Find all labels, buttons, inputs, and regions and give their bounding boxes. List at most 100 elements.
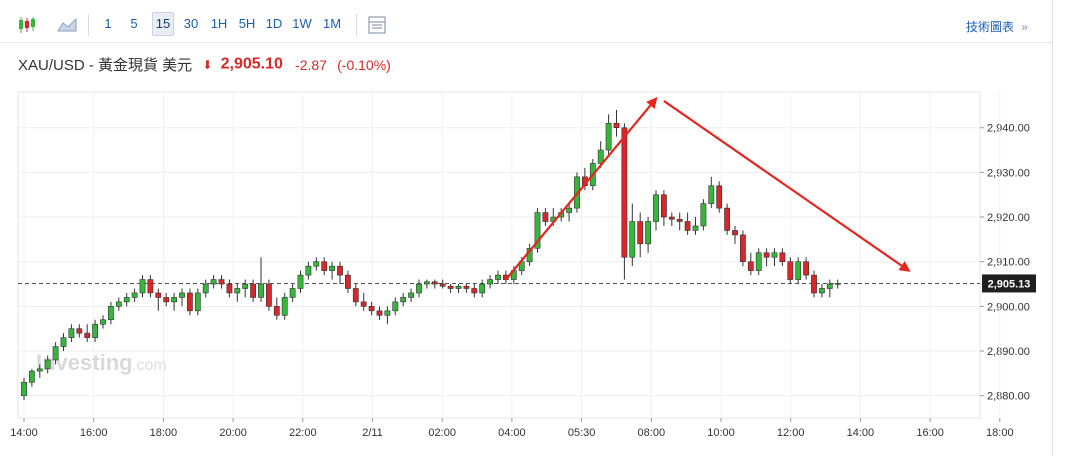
candle[interactable] [115,301,122,307]
candle[interactable] [439,283,446,287]
candle[interactable] [645,221,651,245]
candle[interactable] [384,310,391,316]
candle[interactable] [305,265,312,276]
candle[interactable] [700,203,707,227]
candle[interactable] [613,122,620,129]
interval-1d[interactable]: 1D [265,16,283,31]
candle[interactable] [92,323,98,338]
candle[interactable] [368,306,375,312]
candle[interactable] [408,292,414,298]
price-chart[interactable]: 2,880.00 2,890.00 2,900.00 2,910.00 2,920.00… [0,84,1052,456]
candle[interactable] [100,319,106,325]
candle[interactable] [281,297,288,316]
candle[interactable] [265,283,272,307]
candle[interactable] [329,265,335,271]
candle[interactable] [321,261,328,271]
candle[interactable] [179,292,185,298]
candle[interactable] [732,230,738,236]
candle[interactable] [684,221,691,231]
candle[interactable] [447,285,454,289]
candle[interactable] [431,281,438,285]
candle[interactable] [258,283,264,298]
candle[interactable] [147,279,154,294]
interval-1h[interactable]: 1H [210,16,228,31]
candle[interactable] [463,285,470,289]
candle[interactable] [155,292,162,298]
candle[interactable] [344,274,351,289]
candle[interactable] [202,283,209,294]
candle[interactable] [21,381,27,396]
candle[interactable] [763,252,770,258]
candle[interactable] [487,279,493,285]
candle[interactable] [716,185,723,209]
candle[interactable] [826,283,833,289]
candle[interactable] [605,122,612,151]
candle[interactable] [668,216,675,220]
candle[interactable] [52,346,59,361]
candle[interactable] [755,252,762,271]
candle[interactable] [131,292,138,298]
candle[interactable] [566,207,572,213]
candle[interactable] [787,261,794,280]
interval-5[interactable]: 5 [130,16,138,31]
candle[interactable] [226,283,233,294]
candle[interactable] [250,283,256,298]
candle[interactable] [542,212,549,222]
candle[interactable] [297,274,304,289]
candle[interactable] [68,328,75,338]
candle[interactable] [400,297,407,303]
candle[interactable] [747,261,754,271]
interval-1[interactable]: 1 [104,16,112,31]
candle[interactable] [84,332,91,338]
candle[interactable] [108,306,114,321]
interval-30[interactable]: 30 [183,16,199,31]
candle[interactable] [171,297,177,303]
area-chart-icon[interactable] [56,15,78,35]
candle[interactable] [724,207,730,231]
candle[interactable] [376,310,383,316]
candle[interactable] [210,279,217,285]
candle[interactable] [637,221,644,245]
candle[interactable] [455,285,462,289]
candle[interactable] [811,274,817,294]
candle[interactable] [423,281,430,285]
candle[interactable] [629,221,636,258]
candle[interactable] [653,194,659,222]
candle[interactable] [471,288,478,294]
candle[interactable] [834,283,841,285]
interval-15[interactable]: 15 [152,12,174,36]
candle[interactable] [360,301,367,307]
candlestick-icon[interactable] [16,15,38,35]
candle[interactable] [771,252,778,258]
candle[interactable] [803,261,809,276]
candle[interactable] [234,288,241,294]
interval-1m[interactable]: 1M [322,16,342,31]
technical-chart-link[interactable]: 技術圖表 » [966,18,1028,35]
interval-1w[interactable]: 1W [292,16,312,31]
candle[interactable] [660,194,667,218]
candle[interactable] [779,252,786,262]
candle[interactable] [708,185,715,204]
candle[interactable] [28,370,35,383]
candle[interactable] [597,149,604,164]
candle[interactable] [242,283,249,289]
candle[interactable] [123,297,130,303]
candle[interactable] [818,288,825,294]
candle[interactable] [534,212,541,249]
candle[interactable] [676,218,683,222]
candle[interactable] [495,274,501,280]
candle[interactable] [692,225,699,231]
candle[interactable] [163,297,170,303]
candle[interactable] [218,279,225,285]
candle[interactable] [76,328,83,334]
layout-icon[interactable] [366,15,388,35]
candle[interactable] [416,283,422,294]
candle[interactable] [392,301,399,312]
candle[interactable] [194,292,201,312]
candle[interactable] [313,261,320,267]
candle[interactable] [44,359,51,370]
candle[interactable] [795,261,802,280]
candle[interactable] [739,234,746,262]
candle[interactable] [60,337,67,347]
candle[interactable] [352,288,359,303]
